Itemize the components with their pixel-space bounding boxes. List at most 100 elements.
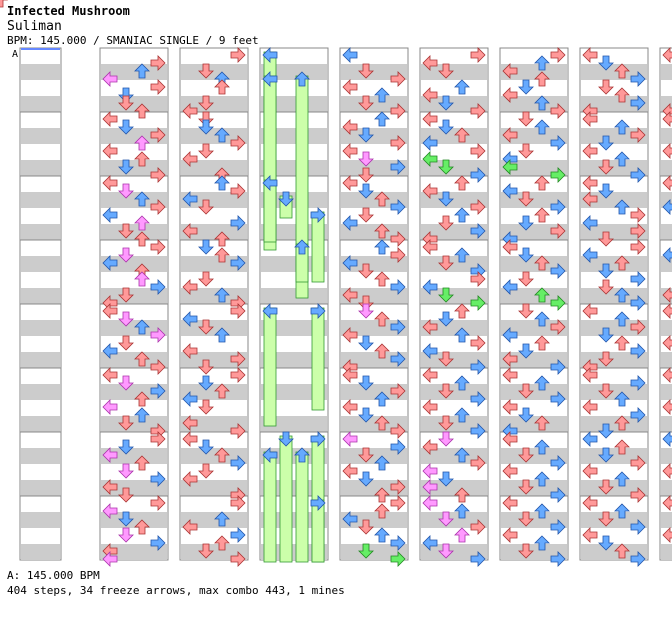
step-arrow	[534, 311, 550, 327]
step-arrow	[422, 535, 438, 551]
beat-stripe	[421, 544, 487, 560]
step-arrow	[470, 199, 486, 215]
step-arrow	[630, 519, 646, 535]
step-arrow	[614, 63, 630, 79]
step-arrow	[470, 143, 486, 159]
beat-stripe	[501, 64, 567, 80]
step-arrow	[182, 415, 198, 431]
step-arrow	[470, 271, 486, 287]
step-arrow	[502, 87, 518, 103]
beat-stripe	[661, 416, 672, 432]
step-arrow	[662, 287, 672, 303]
step-arrow	[470, 295, 486, 311]
step-arrow	[550, 135, 566, 151]
step-arrow	[390, 351, 406, 367]
beat-stripe	[421, 320, 487, 336]
step-arrow	[150, 535, 166, 551]
step-arrow	[630, 407, 646, 423]
step-arrow	[390, 535, 406, 551]
step-arrow	[118, 159, 134, 175]
step-arrow	[630, 319, 646, 335]
beat-stripe	[581, 96, 647, 112]
step-arrow	[454, 247, 470, 263]
step-arrow	[342, 215, 358, 231]
step-arrow	[598, 535, 614, 551]
step-arrow	[662, 527, 672, 543]
step-arrow	[390, 383, 406, 399]
step-arrow	[630, 551, 646, 567]
step-arrow	[134, 63, 150, 79]
step-arrow	[598, 351, 614, 367]
step-arrow	[598, 159, 614, 175]
step-arrow	[598, 231, 614, 247]
beat-stripe	[661, 448, 672, 464]
step-arrow	[230, 215, 246, 231]
step-arrow	[342, 327, 358, 343]
beat-stripe	[341, 416, 407, 432]
ruler-stripe	[21, 352, 60, 368]
step-arrow	[470, 519, 486, 535]
step-arrow	[614, 543, 630, 559]
footer-stats: 404 steps, 34 freeze arrows, max combo 4…	[7, 584, 345, 597]
beat-stripe	[581, 480, 647, 496]
step-arrow	[550, 487, 566, 503]
step-arrow	[118, 527, 134, 543]
step-arrow	[198, 199, 214, 215]
step-arrow	[390, 319, 406, 335]
step-arrow	[614, 151, 630, 167]
step-arrow	[342, 175, 358, 191]
beat-stripe	[101, 192, 167, 208]
step-arrow	[198, 63, 214, 79]
step-arrow	[582, 399, 598, 415]
beat-stripe	[421, 256, 487, 272]
step-arrow	[374, 111, 390, 127]
freeze-head-arrow	[262, 175, 278, 191]
freeze-head-arrow	[310, 303, 326, 319]
step-arrow	[118, 335, 134, 351]
step-arrow	[214, 287, 230, 303]
step-arrow	[470, 551, 486, 567]
beat-stripe	[501, 416, 567, 432]
step-arrow	[118, 311, 134, 327]
step-arrow	[582, 495, 598, 511]
step-arrow	[198, 399, 214, 415]
beat-stripe	[661, 64, 672, 80]
beat-stripe	[341, 320, 407, 336]
step-arrow	[534, 375, 550, 391]
step-arrow	[198, 143, 214, 159]
step-arrow	[534, 287, 550, 303]
beat-stripe	[261, 512, 327, 528]
bpm-marker-label: A	[12, 49, 18, 60]
step-arrow	[422, 239, 438, 255]
step-arrow	[582, 431, 598, 447]
step-arrow	[630, 127, 646, 143]
beat-stripe	[661, 512, 672, 528]
beat-stripe	[581, 384, 647, 400]
step-arrow	[358, 407, 374, 423]
step-arrow	[102, 367, 118, 383]
step-arrow	[518, 479, 534, 495]
step-arrow	[422, 319, 438, 335]
beat-stripe	[661, 224, 672, 240]
step-arrow	[182, 343, 198, 359]
step-arrow	[598, 55, 614, 71]
step-arrow	[614, 199, 630, 215]
ruler-stripe	[21, 512, 60, 528]
beat-stripe	[661, 480, 672, 496]
ruler-stripe	[21, 160, 60, 176]
beat-stripe	[181, 320, 247, 336]
step-arrow	[374, 191, 390, 207]
step-arrow	[390, 495, 406, 511]
beat-stripe	[341, 224, 407, 240]
step-arrow	[182, 471, 198, 487]
step-arrow	[614, 255, 630, 271]
step-arrow	[614, 311, 630, 327]
beat-stripe	[181, 256, 247, 272]
beat-stripe	[261, 224, 327, 240]
beat-stripe	[261, 544, 327, 560]
step-arrow	[358, 303, 374, 319]
step-arrow	[438, 311, 454, 327]
step-arrow	[150, 199, 166, 215]
step-arrow	[150, 127, 166, 143]
step-arrow	[502, 527, 518, 543]
